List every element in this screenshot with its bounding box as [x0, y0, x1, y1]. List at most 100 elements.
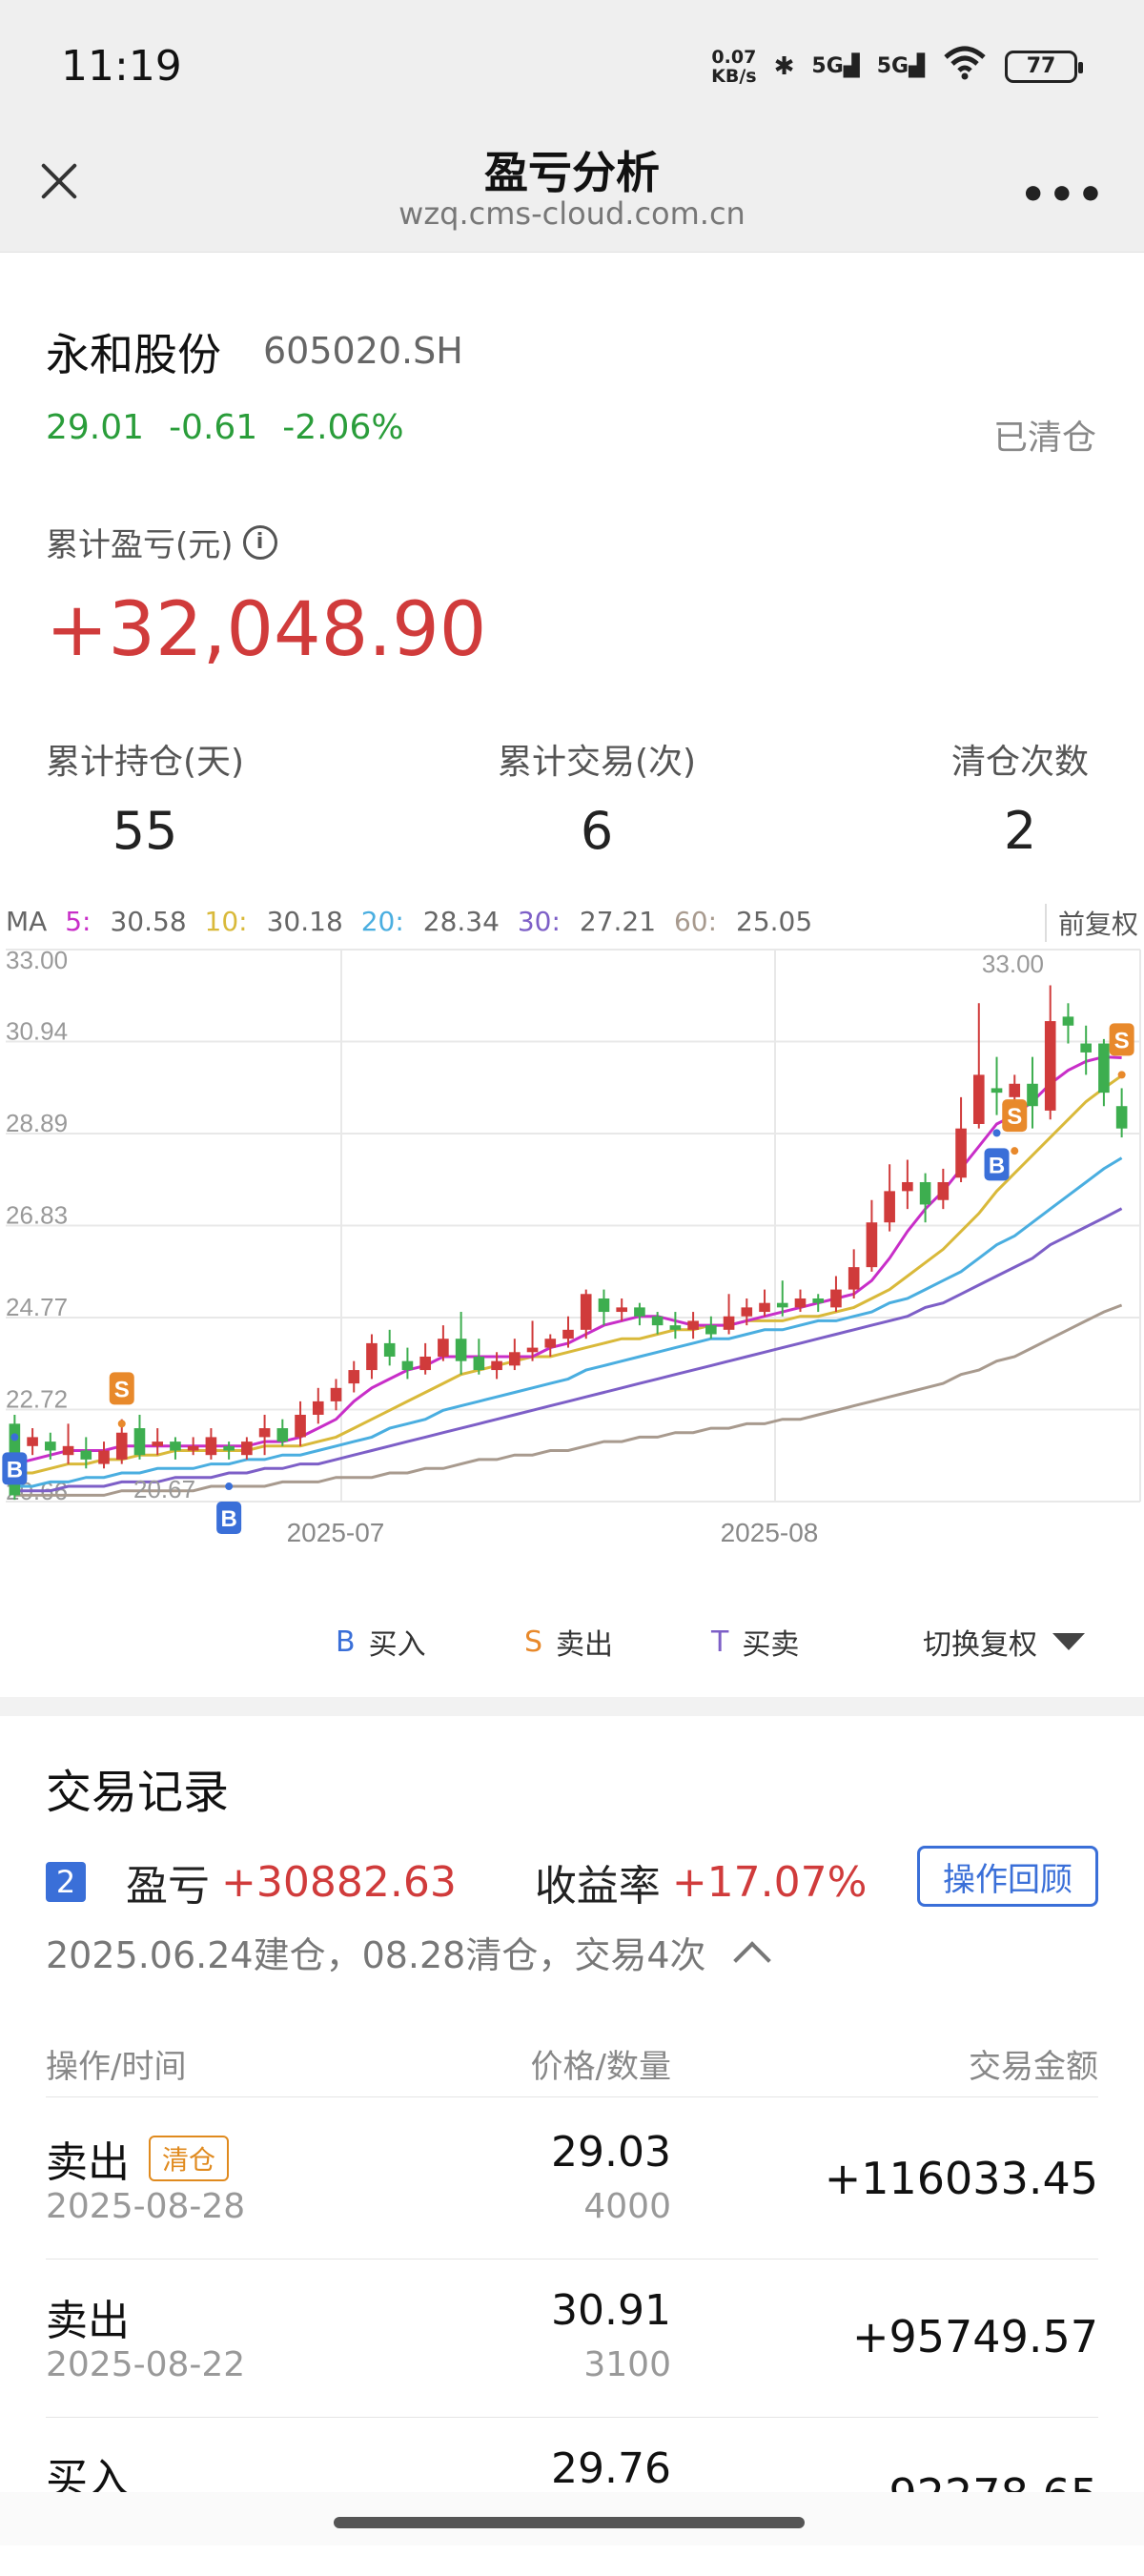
candle-body [205, 1437, 217, 1456]
candle-body [1080, 1043, 1092, 1053]
candle-body [544, 1339, 557, 1348]
x-tick-label: 2025-08 [721, 1518, 819, 1547]
candle-body [991, 1088, 1003, 1094]
ma5-line [14, 1055, 1122, 1466]
marker-dot [1011, 1147, 1019, 1155]
candle-body [616, 1307, 627, 1313]
candle-body [634, 1307, 645, 1317]
legend-sell: S 卖出 [524, 1625, 614, 1663]
candle-body [830, 1289, 842, 1308]
buy-marker [2, 1452, 28, 1485]
wifi-icon [942, 46, 988, 87]
bluetooth-icon: ✱ [773, 51, 795, 81]
table-row[interactable]: 卖出 2025-08-22 30.91 3100 +95749.57 [46, 2259, 1098, 2418]
review-button[interactable]: 操作回顾 [917, 1846, 1098, 1907]
candle-body [580, 1294, 592, 1330]
y-tick-label: 33.00 [6, 946, 68, 974]
table-row[interactable]: 卖出 清仓 2025-08-28 29.03 4000 +116033.45 [46, 2101, 1098, 2259]
candle-body [509, 1352, 521, 1366]
stock-name: 永和股份 [46, 329, 221, 380]
candle-body [348, 1370, 360, 1384]
candle-body [669, 1325, 682, 1330]
switch-adjust-button[interactable]: 切换复权 [923, 1621, 1087, 1663]
candle-body [187, 1445, 199, 1451]
signal-5g-icon: 5G▟ [811, 54, 860, 78]
candle-body [972, 1074, 985, 1124]
section-divider [0, 1697, 1144, 1716]
candle-body [776, 1302, 788, 1308]
stat-clear-count: 清仓次数 2 [951, 743, 1090, 861]
stock-change-pct: -2.06% [282, 408, 404, 447]
marker-dot [992, 1129, 1001, 1137]
candle-body [170, 1441, 181, 1451]
candle-body [562, 1329, 574, 1339]
marker-letter: S [1007, 1104, 1022, 1130]
candle-body [473, 1356, 485, 1371]
status-icons: 0.07 KB/s ✱ 5G▟ 5G▟ 77 [711, 46, 1083, 87]
status-bar: 11:19 0.07 KB/s ✱ 5G▟ 5G▟ 77 [0, 0, 1144, 138]
y-tick-label: 22.72 [6, 1385, 68, 1414]
triangle-down-icon [1052, 1633, 1085, 1650]
stat-trade-count: 累计交易(次) 6 [498, 743, 697, 861]
x-tick-label: 2025-07 [287, 1518, 385, 1547]
candle-body [419, 1356, 431, 1371]
candle-body [133, 1428, 146, 1456]
marker-letter: B [220, 1506, 236, 1532]
candle-body [241, 1441, 253, 1456]
candle-body [455, 1339, 467, 1361]
section-title: 交易记录 [46, 1766, 230, 1819]
candle-body [115, 1432, 128, 1460]
legend-trade: T 买卖 [711, 1625, 800, 1663]
round-badge: 2 [46, 1862, 86, 1902]
price-row: 29.01 -0.61 -2.06% [46, 408, 404, 447]
home-indicator[interactable] [334, 2517, 805, 2528]
candle-body [651, 1316, 664, 1326]
candle-body [438, 1339, 449, 1357]
candle-body [598, 1298, 610, 1313]
status-time: 11:19 [61, 42, 182, 91]
chevron-up-icon[interactable] [732, 1940, 771, 1979]
ma30-line [14, 1207, 1123, 1493]
sell-marker [1002, 1099, 1028, 1133]
candle-body [491, 1360, 502, 1371]
adjust-price-button[interactable]: 前复权 [1044, 904, 1138, 942]
ma60-line [14, 1303, 1123, 1497]
ma20-line [14, 1156, 1123, 1488]
candle-body [848, 1267, 860, 1290]
buy-marker [984, 1148, 1010, 1181]
candle-body [45, 1441, 56, 1451]
candle-body [902, 1181, 913, 1192]
battery-icon: 77 [1005, 50, 1083, 83]
stock-price: 29.01 [46, 408, 145, 447]
candle-body [330, 1387, 342, 1401]
marker-letter: S [1114, 1028, 1130, 1053]
marker-dot [1117, 1071, 1126, 1079]
candle-body [258, 1428, 271, 1438]
candle-body [705, 1325, 717, 1335]
y-tick-label: 24.77 [6, 1293, 68, 1321]
ma-legend: MA 5: 30.58 10: 30.18 20: 28.34 30: 27.21 60… [6, 906, 813, 937]
candle-body [1098, 1043, 1110, 1094]
candle-body [98, 1450, 110, 1464]
marker-letter: S [114, 1377, 130, 1402]
candle-body [312, 1400, 324, 1415]
candle-body [1115, 1106, 1128, 1129]
y-tick-label: 28.89 [6, 1109, 68, 1137]
more-icon[interactable]: ••• [1019, 171, 1106, 219]
pnl-value: +32,048.90 [46, 587, 487, 673]
candle-body [366, 1342, 378, 1371]
kline-chart[interactable]: MA 5: 30.58 10: 30.18 20: 28.34 30: 27.21 60… [0, 896, 1144, 1564]
candle-body [1044, 1021, 1056, 1111]
signal-5g-icon-2: 5G▟ [876, 54, 925, 78]
trade-info[interactable]: 2025.06.24建仓，08.28清仓，交易4次 [46, 1926, 771, 1979]
candle-body [937, 1181, 950, 1200]
candle-body [223, 1445, 235, 1451]
candle-body [794, 1298, 807, 1308]
position-status: 已清仓 [992, 419, 1096, 458]
info-icon[interactable]: i [242, 524, 277, 560]
marker-letter: B [989, 1153, 1005, 1178]
max-label: 33.00 [982, 950, 1044, 978]
table-header: 操作/时间 价格/数量 交易金额 [46, 2040, 1098, 2097]
candle-body [919, 1181, 931, 1205]
candle-body [152, 1441, 164, 1446]
